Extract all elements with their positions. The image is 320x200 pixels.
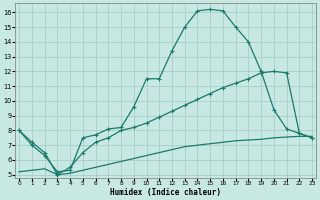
- X-axis label: Humidex (Indice chaleur): Humidex (Indice chaleur): [110, 188, 221, 197]
